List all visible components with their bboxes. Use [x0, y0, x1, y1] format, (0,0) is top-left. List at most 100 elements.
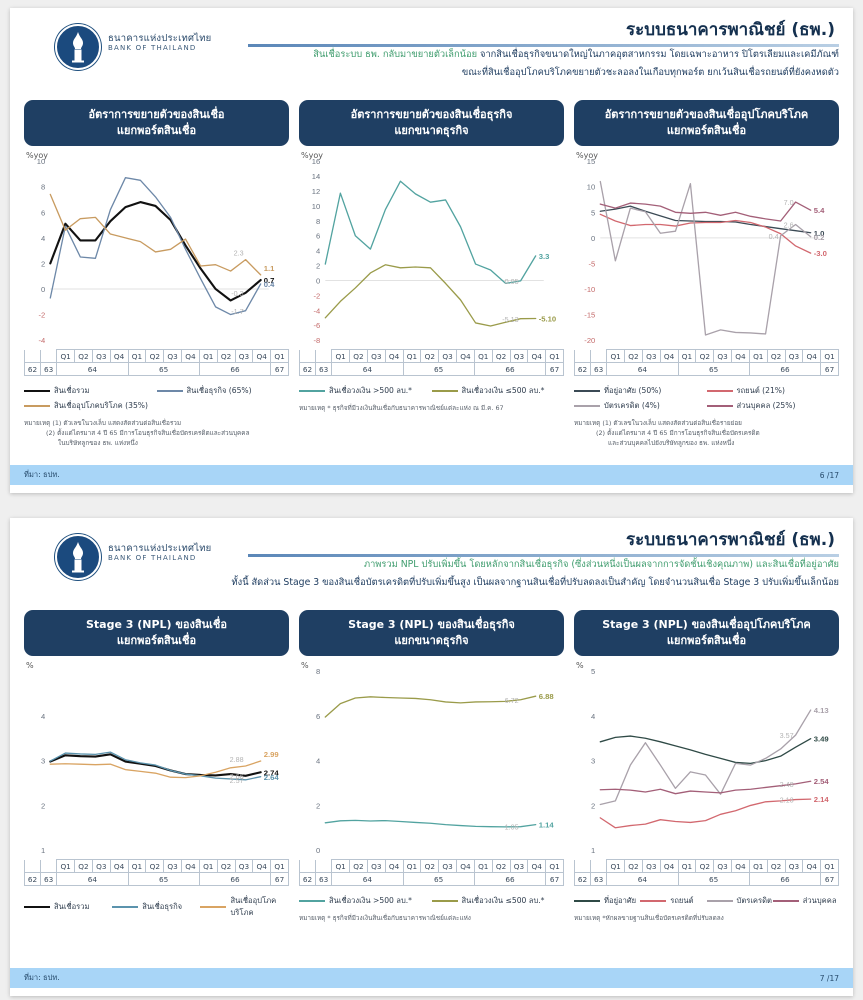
axis-quarter-cell: Q3: [438, 859, 458, 874]
panel-title-line2: แยกขนาดธุรกิจ: [394, 123, 469, 137]
svg-text:3: 3: [41, 757, 45, 766]
legend-label: ที่อยู่อาศัย: [604, 895, 637, 905]
axis-quarter-cell: Q2: [216, 859, 236, 874]
svg-text:-2: -2: [38, 311, 45, 320]
slide-credit-growth: ธนาคารแห่งประเทศไทย BANK OF THAILAND ระบ…: [10, 8, 853, 493]
axis-quarter-cell: Q4: [252, 859, 272, 874]
svg-text:6: 6: [316, 232, 320, 241]
panel-title: Stage 3 (NPL) ของสินเชื่อ แยกพอร์ตสินเชื…: [24, 610, 289, 657]
axis-year-cell: 63: [590, 872, 608, 887]
svg-text:-5.10: -5.10: [539, 315, 557, 324]
axis-quarter-cell: Q1: [677, 859, 697, 874]
axis-year-cell: 65: [677, 362, 750, 377]
slide2-headline-1: ภาพรวม NPL ปรับเพิ่มขึ้น โดยหลักจากสินเช…: [160, 558, 839, 571]
axis-year-cell: 64: [56, 362, 129, 377]
svg-text:12: 12: [312, 187, 320, 196]
axis-quarter-cell: Q2: [766, 859, 786, 874]
axis-quarter-cell: Q4: [384, 349, 404, 364]
chart-svg: 0 2 4 6 8 6.72 6.88 1.05 1.14: [316, 667, 555, 855]
axis-year-cell: 65: [127, 872, 200, 887]
svg-text:4: 4: [316, 757, 320, 766]
axis-year-cell: 67: [545, 362, 564, 377]
org-name-en: BANK OF THAILAND: [108, 553, 197, 562]
legend: ที่อยู่อาศัย รถยนต์ บัตรเครดิต ส่วนบุคคล: [574, 893, 839, 908]
axis-quarter-cell: Q2: [766, 349, 786, 364]
svg-text:-4: -4: [313, 307, 320, 316]
svg-text:2.66: 2.66: [230, 773, 244, 781]
axis-year-cell: 64: [331, 872, 404, 887]
axis-quarter-cell: [298, 859, 317, 874]
svg-text:1.14: 1.14: [539, 821, 555, 830]
legend-item: สินเชื่อรวม: [24, 895, 112, 919]
axis-quarter-cell: Q4: [109, 859, 129, 874]
legend-item: สินเชื่อวงเงิน >500 ลบ.*: [299, 385, 432, 397]
x-axis-quarter-table: Q1 Q2 Q3 Q4 Q1 Q2 Q3 Q4 Q1 Q2 Q3 Q4 Q1 62 63 64 65 66 67: [298, 349, 564, 377]
x-axis-quarter-table: Q1 Q2 Q3 Q4 Q1 Q2 Q3 Q4 Q1 Q2 Q3 Q4 Q1 62 63 64 65 66 67: [23, 859, 289, 887]
svg-text:14: 14: [312, 172, 320, 181]
footer-source: ที่มา: ธปท.: [24, 973, 60, 982]
legend-item: สินเชื่อวงเงิน ≤500 ลบ.*: [431, 385, 565, 397]
slide2-headline-green: ภาพรวม NPL ปรับเพิ่มขึ้น โดยหลักจากสินเช…: [363, 559, 839, 570]
axis-year-cell: 62: [23, 362, 42, 377]
panel-title-line1: อัตราการขยายตัวของสินเชื่อ: [88, 108, 225, 121]
chart-s2c2: % 0 2 4 6 8 6.72 6.88 1.05 1.14: [299, 661, 564, 858]
svg-text:0: 0: [316, 846, 320, 855]
svg-text:-6: -6: [313, 321, 320, 330]
panel-title-line2: แยกพอร์ตสินเชื่อ: [116, 633, 197, 647]
axis-quarter-cell: Q2: [74, 349, 93, 364]
axis-quarter-cell: Q1: [748, 349, 768, 364]
axis-quarter-cell: Q3: [784, 859, 804, 874]
svg-text:2: 2: [41, 260, 45, 269]
svg-text:4.13: 4.13: [814, 706, 829, 715]
org-name-en: BANK OF THAILAND: [108, 43, 197, 52]
axis-quarter-cell: Q3: [509, 349, 529, 364]
axis-year-cell: 64: [606, 362, 679, 377]
axis-quarter-cell: Q1: [56, 859, 76, 874]
svg-text:6: 6: [316, 712, 320, 721]
axis-quarter-cell: Q3: [713, 349, 733, 364]
svg-text:15: 15: [587, 157, 595, 166]
svg-text:6: 6: [41, 209, 45, 218]
axis-quarter-cell: [40, 349, 58, 364]
axis-quarter-cell: Q4: [384, 859, 404, 874]
panel-title-line1: Stage 3 (NPL) ของสินเชื่ออุปโภคบริโภค: [602, 618, 811, 631]
svg-text:4: 4: [316, 247, 320, 256]
header-rule: [248, 554, 839, 557]
panel-credit-growth-by-portfolio: อัตราการขยายตัวของสินเชื่อ แยกพอร์ตสินเช…: [23, 100, 289, 448]
axis-quarter-cell: [23, 859, 42, 874]
legend-label: สินเชื่อธุรกิจ (65%): [186, 385, 252, 395]
axis-quarter-cell: [573, 349, 592, 364]
axis-quarter-cell: Q1: [198, 349, 218, 364]
svg-text:-2: -2: [313, 292, 320, 301]
panel-title-line1: Stage 3 (NPL) ของสินเชื่อ: [86, 618, 227, 631]
legend-label: สินเชื่ออุปโภคบริโภค: [230, 895, 277, 917]
axis-quarter-cell: Q4: [456, 859, 475, 874]
axis-year-cell: 64: [56, 872, 129, 887]
chart-note: หมายเหตุ (1) ตัวเลขในวงเล็บ แสดงสัดส่วนต…: [24, 419, 289, 448]
panel-title-line1: อัตราการขยายตัวของสินเชื่ออุปโภคบริโภค: [604, 108, 809, 121]
y-axis-unit: %: [576, 661, 584, 671]
axis-quarter-cell: Q3: [366, 349, 386, 364]
legend-swatch: [112, 905, 139, 909]
svg-text:2: 2: [41, 802, 45, 811]
slide2-headline-2: ทั้งนี้ สัดส่วน Stage 3 ของสินเชื่อบัตรเ…: [231, 577, 839, 588]
legend-item: รถยนต์: [640, 895, 706, 907]
legend-swatch: [24, 905, 50, 909]
x-axis-quarter-table: Q1 Q2 Q3 Q4 Q1 Q2 Q3 Q4 Q1 Q2 Q3 Q4 Q1 62 63 64 65 66 67: [298, 859, 564, 887]
svg-text:0.4: 0.4: [769, 233, 779, 241]
y-axis-unit: %: [301, 661, 309, 671]
legend-label: บัตรเครดิต: [736, 895, 772, 905]
note-line: หมายเหตุ * ธุรกิจที่มีวงเงินสินเชื่อกับธ…: [299, 914, 471, 923]
axis-year-cell: 65: [402, 872, 475, 887]
bot-logo-icon: [55, 24, 101, 70]
axis-year-cell: 63: [590, 362, 608, 377]
axis-quarter-cell: Q1: [545, 859, 564, 874]
svg-text:-4: -4: [38, 336, 45, 345]
axis-year-cell: 66: [198, 872, 272, 887]
axis-quarter-cell: [573, 859, 592, 874]
axis-quarter-cell: Q1: [606, 349, 626, 364]
axis-quarter-cell: Q3: [641, 349, 661, 364]
svg-text:-1.7: -1.7: [231, 308, 243, 316]
panel-title-line2: แยกพอร์ตสินเชื่อ: [666, 633, 747, 647]
